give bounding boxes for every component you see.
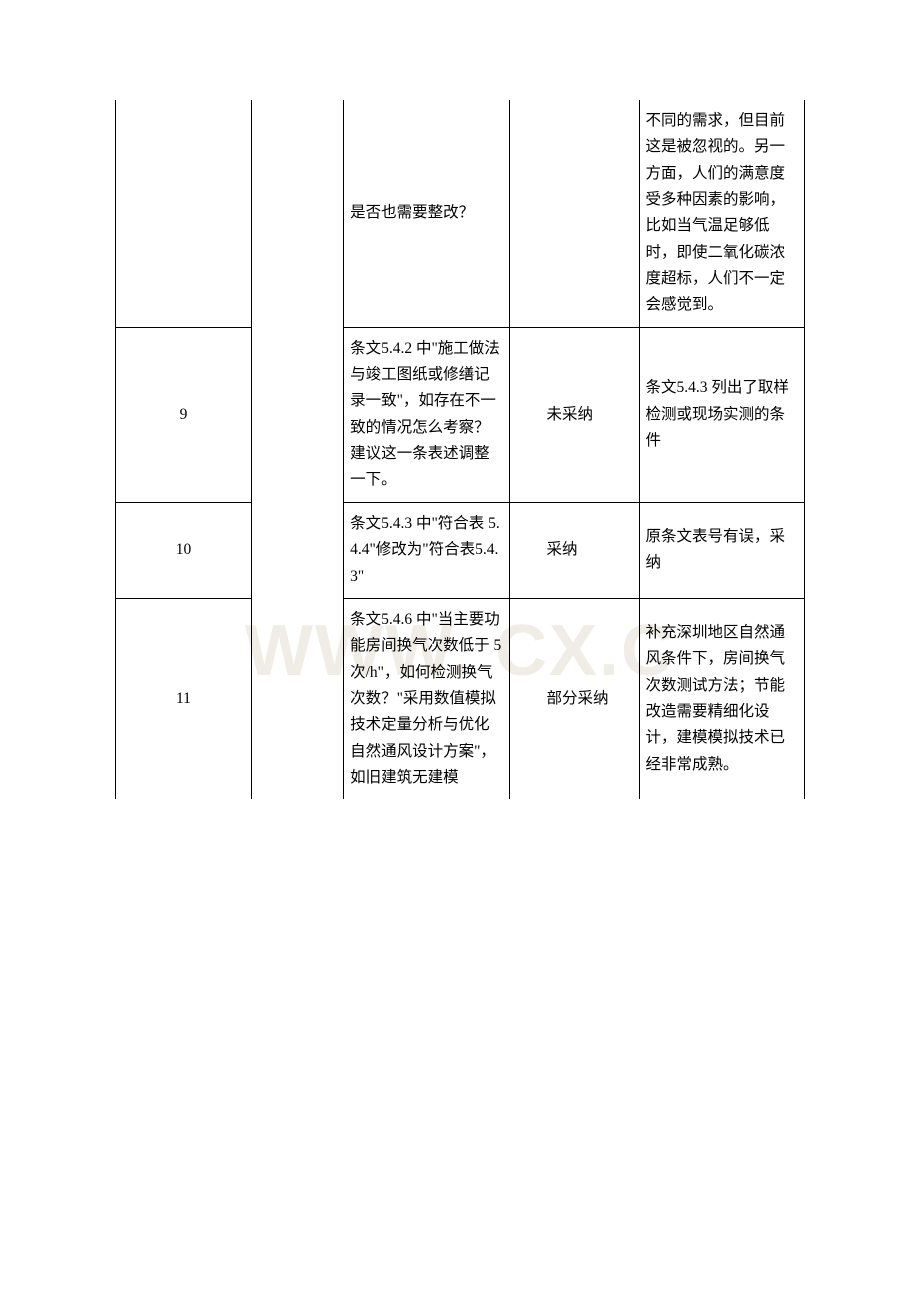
row-number-cell: 9 — [116, 327, 252, 502]
status-text: 部分采纳 — [516, 686, 633, 712]
body-text: 5.4.6 中"当主要功能房间换气次数低于 5 次/h"，如何检测换气次数？"采… — [350, 611, 501, 786]
indent-text: 补充深 — [646, 624, 693, 641]
response-cell: 补充深圳地区自然通风条件下，房间换气次数测试方法；节能改造需要精细化设计，建模模… — [639, 598, 804, 799]
status-text: 未采纳 — [516, 402, 633, 428]
comments-table: 是否也需要整改？ 不同的需求，但目前这是被忽视的。另一方面，人们的满意度受多种因… — [115, 100, 805, 799]
row-number-cell — [116, 100, 252, 327]
merged-cell — [251, 100, 343, 799]
table-row: 9 条文5.4.2 中"施工做法与竣工图纸或修缮记录一致"，如存在不一致的情况怎… — [116, 327, 805, 502]
status-cell — [509, 100, 639, 327]
status-cell: 部分采纳 — [509, 598, 639, 799]
indent-text: 原条文 — [646, 528, 693, 545]
status-cell: 采纳 — [509, 502, 639, 598]
table-row: 11 条文5.4.6 中"当主要功能房间换气次数低于 5 次/h"，如何检测换气… — [116, 598, 805, 799]
indent-text: 条文 — [646, 379, 677, 396]
comment-cell: 条文5.4.6 中"当主要功能房间换气次数低于 5 次/h"，如何检测换气次数？… — [344, 598, 509, 799]
indent-text: 条文 — [350, 611, 381, 628]
body-text: 5.4.2 中"施工做法与竣工图纸或修缮记录一致"，如存在不一致的情况怎么考察？… — [350, 340, 500, 489]
response-cell: 条文5.4.3 列出了取样检测或现场实测的条件 — [639, 327, 804, 502]
table-row: 是否也需要整改？ 不同的需求，但目前这是被忽视的。另一方面，人们的满意度受多种因… — [116, 100, 805, 327]
indent-text: 条文 — [350, 340, 381, 357]
row-number-cell: 11 — [116, 598, 252, 799]
response-cell: 原条文表号有误，采纳 — [639, 502, 804, 598]
status-text: 采纳 — [516, 537, 633, 563]
body-text: 圳地区自然通风条件下，房间换气次数测试方法；节能改造需要精细化设计，建模模拟技术… — [646, 624, 786, 773]
table-row: 10 条文5.4.3 中"符合表 5.4.4"修改为"符合表5.4.3" 采纳 … — [116, 502, 805, 598]
comment-cell: 条文5.4.2 中"施工做法与竣工图纸或修缮记录一致"，如存在不一致的情况怎么考… — [344, 327, 509, 502]
comment-cell: 是否也需要整改？ — [344, 100, 509, 327]
comment-cell: 条文5.4.3 中"符合表 5.4.4"修改为"符合表5.4.3" — [344, 502, 509, 598]
response-cell: 不同的需求，但目前这是被忽视的。另一方面，人们的满意度受多种因素的影响，比如当气… — [639, 100, 804, 327]
status-cell: 未采纳 — [509, 327, 639, 502]
row-number-cell: 10 — [116, 502, 252, 598]
indent-text: 条文 — [350, 515, 381, 532]
